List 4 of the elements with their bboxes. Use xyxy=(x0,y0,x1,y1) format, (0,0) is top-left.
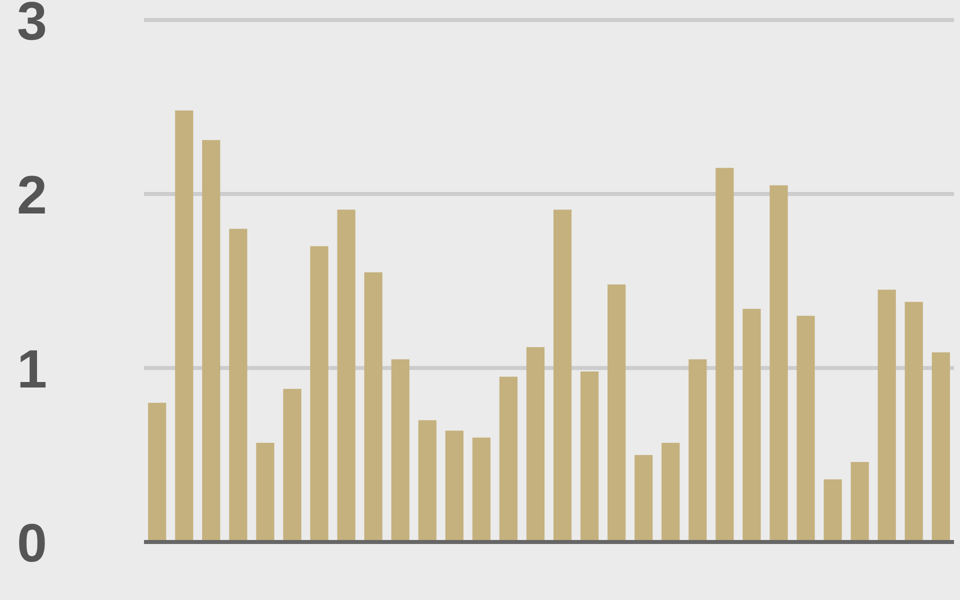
y-tick-label: 3 xyxy=(16,0,48,52)
y-tick-label: 2 xyxy=(16,165,48,226)
y-tick-label: 1 xyxy=(16,339,48,400)
y-tick-label: 0 xyxy=(16,513,48,574)
